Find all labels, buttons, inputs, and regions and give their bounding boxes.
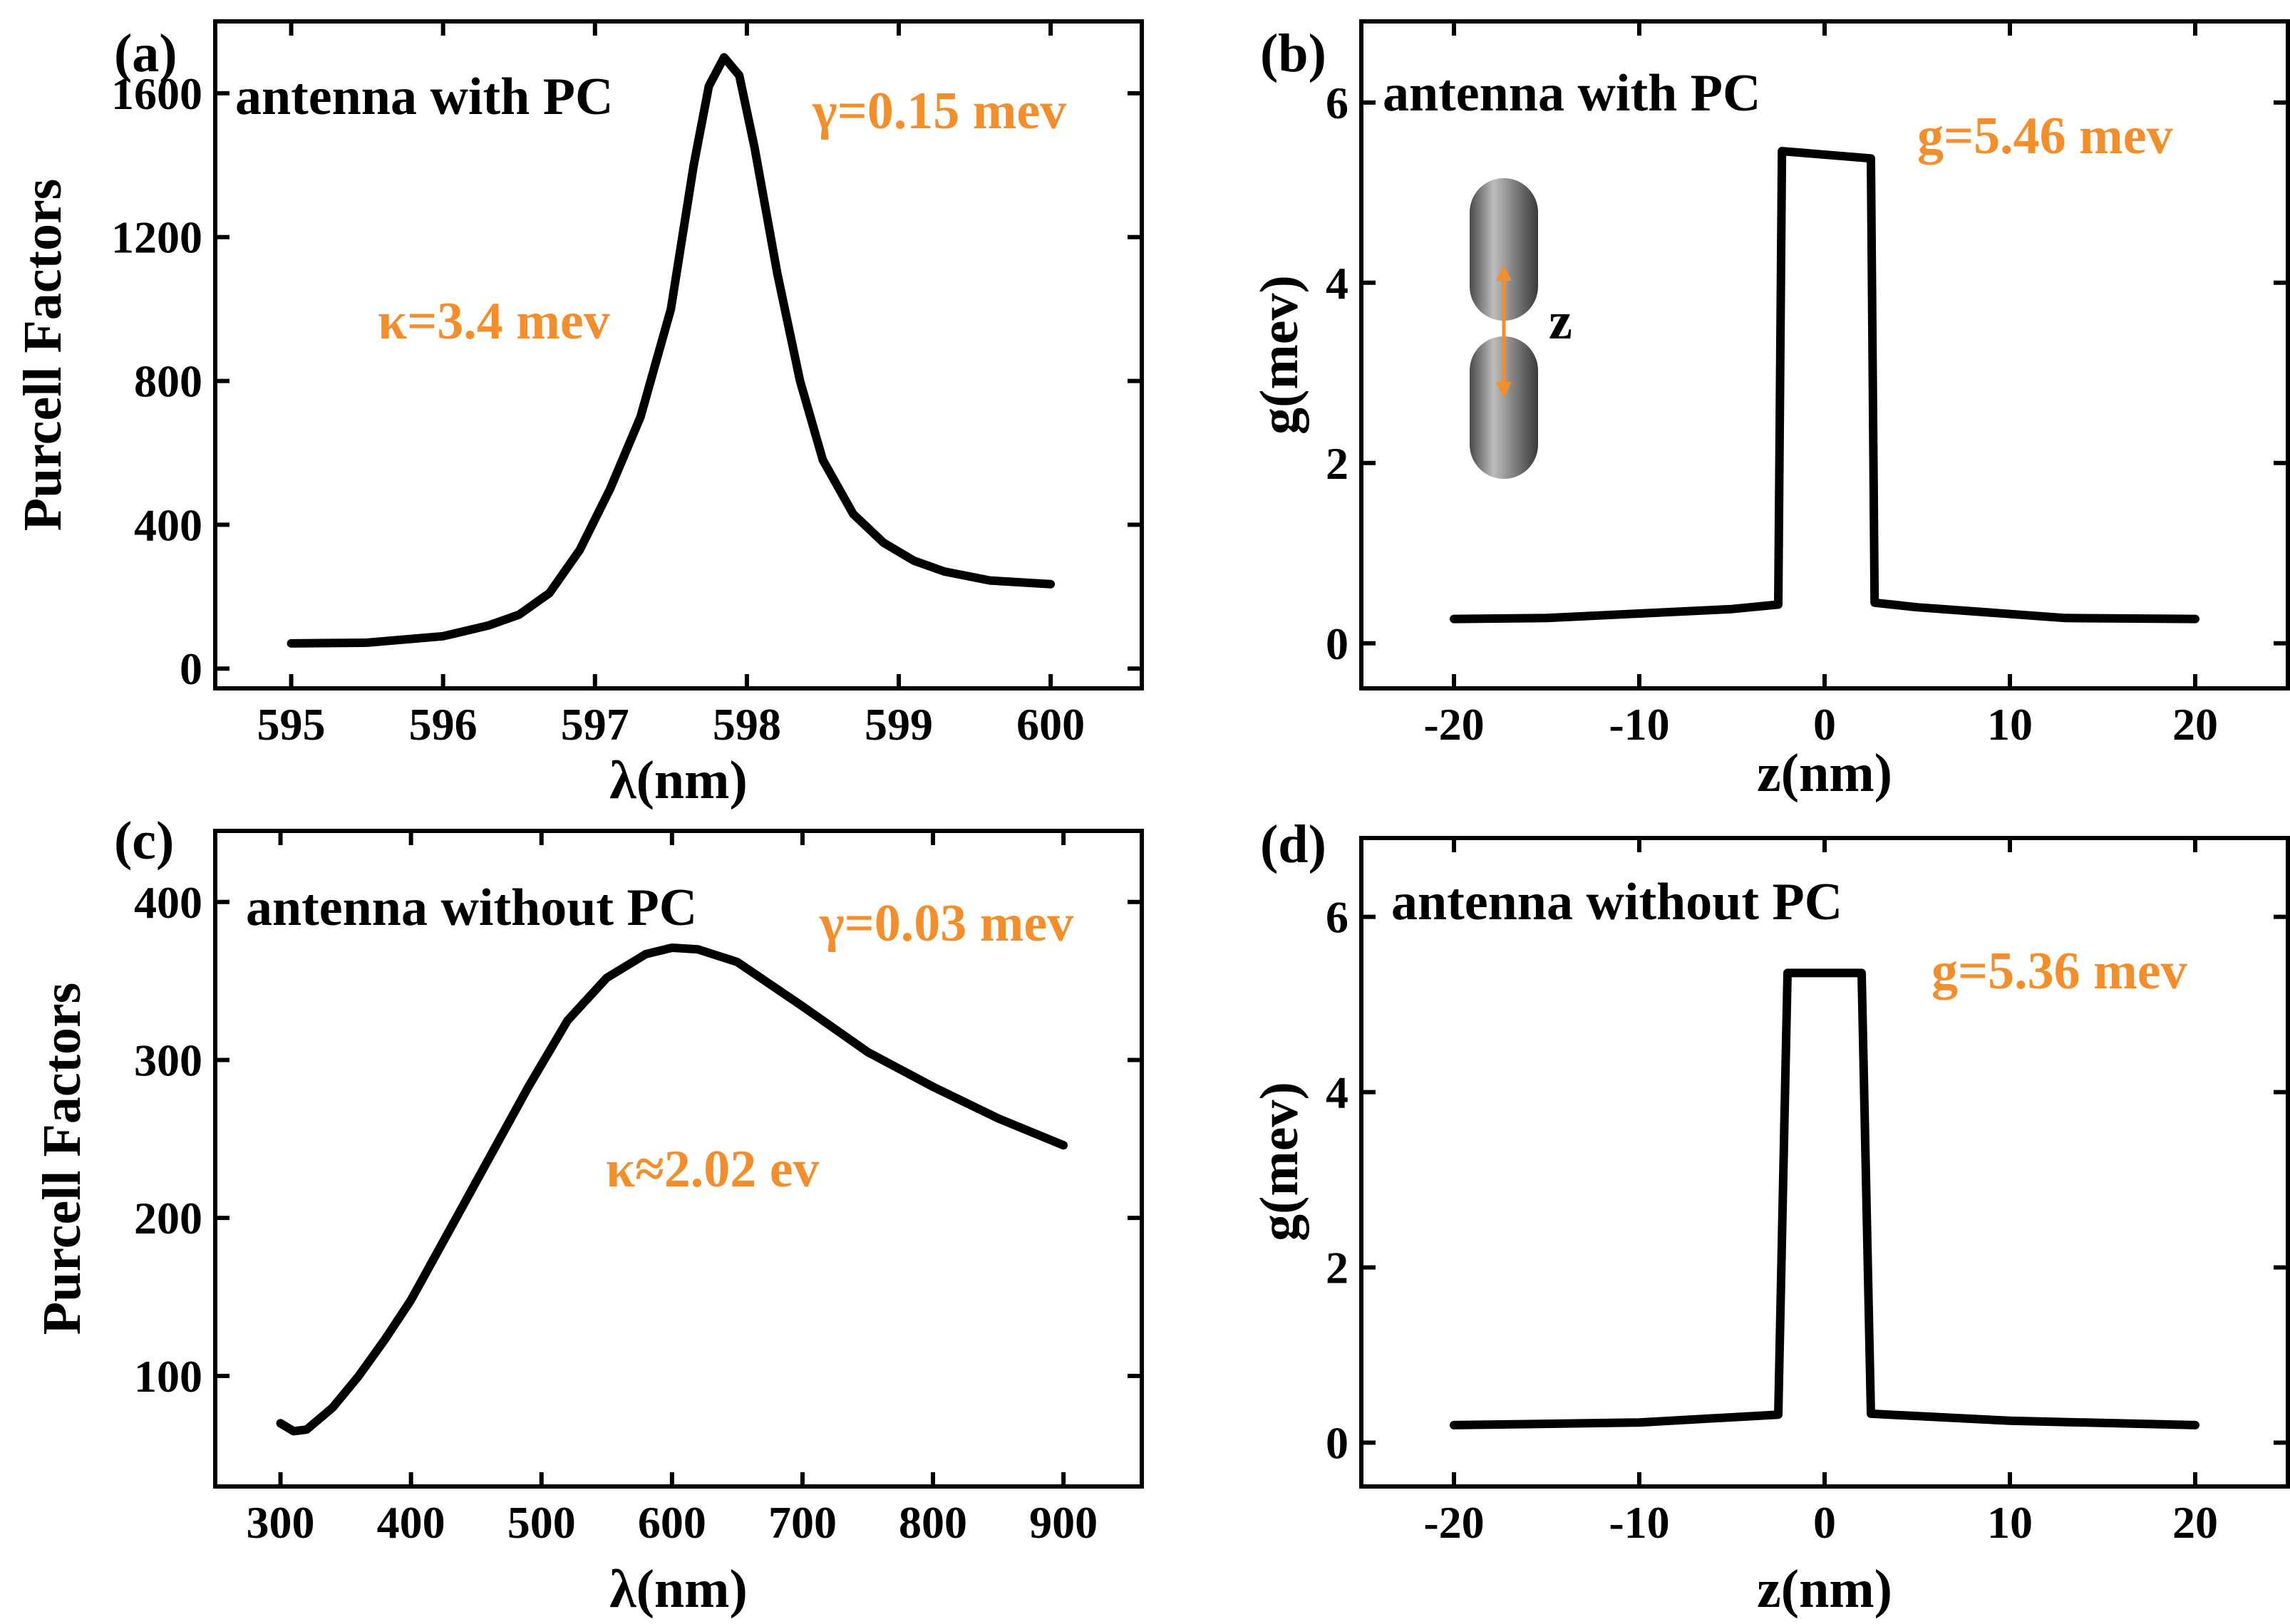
panel-d-y-tick-label: 6 — [1326, 892, 1348, 943]
panel-b-title: antenna with PC — [1383, 64, 1760, 123]
panel-a-frame — [213, 19, 1144, 691]
panel-d-x-axis-label: z(nm) — [1757, 1559, 1892, 1619]
panel-d-x-tick-label: 20 — [2172, 1497, 2218, 1548]
gap-arrow-head-down — [1496, 382, 1512, 398]
panel-d-label: (d) — [1260, 814, 1326, 874]
panel-a-y-tick-label: 1600 — [111, 68, 202, 119]
panel-a-x-tick-label: 595 — [257, 699, 326, 750]
panel-b-y-tick-label: 0 — [1326, 619, 1348, 669]
panel-a-x-axis-label: λ(nm) — [609, 750, 748, 810]
panel-c-x-tick-label: 700 — [768, 1497, 837, 1548]
panel-b-x-tick-label: -10 — [1609, 699, 1669, 750]
panel-b-y-tick-label: 6 — [1326, 78, 1348, 128]
panel-a-y-tick-label: 0 — [180, 643, 202, 694]
panel-c-y-axis-label: Purcell Factors — [32, 983, 92, 1335]
panel-c-title: antenna without PC — [246, 879, 697, 937]
panel-c-x-tick-label: 600 — [638, 1497, 706, 1548]
panel-c-y-tick-label: 100 — [134, 1351, 202, 1402]
panel-c-y-tick-label: 200 — [134, 1193, 202, 1243]
panel-a-y-tick-label: 1200 — [111, 212, 202, 263]
panel-d-title: antenna without PC — [1391, 873, 1842, 931]
panel-b: -20 -10 0 10 20 0 2 4 6 (b) antenna with PC g=5.… — [1249, 19, 2290, 803]
panel-a-gamma-annotation: γ=0.15 mev — [812, 82, 1066, 140]
panel-c-y-tick-label: 300 — [134, 1035, 202, 1085]
panel-b-x-tick-label: 0 — [1813, 699, 1836, 750]
panel-d-y-tick-label: 2 — [1326, 1243, 1348, 1293]
panel-d-y-axis-label: g(mev) — [1249, 1082, 1309, 1241]
panel-a-y-tick-label: 800 — [134, 356, 202, 407]
panel-b-x-tick-label: 20 — [2172, 699, 2218, 750]
panel-a-y-axis-label: Purcell Factors — [13, 179, 73, 532]
panel-d-x-tick-label: 0 — [1813, 1497, 1836, 1548]
panel-c-x-axis-label: λ(nm) — [609, 1559, 748, 1619]
panel-d-frame — [1359, 836, 2290, 1489]
panel-b-x-tick-label: 10 — [1987, 699, 2033, 750]
panel-b-x-axis-label: z(nm) — [1757, 743, 1892, 803]
panel-c-gamma-annotation: γ=0.03 mev — [819, 894, 1073, 953]
panel-b-data-line — [1450, 147, 2199, 624]
panel-a-data-line — [287, 53, 1056, 648]
panel-c-kappa-annotation: κ≈2.02 ev — [606, 1140, 820, 1199]
nanorod-dimer-inset: z — [1470, 178, 1572, 479]
panel-a-x-tick-label: 596 — [409, 699, 478, 750]
panel-a-x-tick-label: 598 — [713, 699, 781, 750]
panel-d-y-tick-label: 4 — [1326, 1067, 1348, 1118]
panel-a-kappa-annotation: κ=3.4 mev — [378, 292, 610, 351]
gap-arrow-head-up — [1496, 265, 1512, 281]
panel-c-x-tick-label: 900 — [1029, 1497, 1098, 1548]
panel-c-label: (c) — [114, 811, 174, 871]
panel-a-y-tick-label: 400 — [134, 500, 202, 550]
lower-nanorod — [1470, 336, 1538, 479]
panel-d-x-tick-label: -10 — [1609, 1497, 1669, 1548]
panel-a-label: (a) — [114, 24, 177, 83]
inset-z-label: z — [1549, 292, 1572, 351]
panel-d: -20 -10 0 10 20 0 2 4 6 (d) antenna without PC g… — [1249, 814, 2290, 1619]
panel-c-x-tick-label: 300 — [247, 1497, 315, 1548]
panel-a-x-tick-label: 597 — [561, 699, 629, 750]
panel-a-x-tick-label: 599 — [865, 699, 933, 750]
panel-c: 300 400 500 600 700 800 900 100 200 300 400 (c) an… — [32, 811, 1144, 1619]
panel-d-data-line — [1450, 968, 2199, 1429]
panel-c-x-tick-label: 800 — [899, 1497, 967, 1548]
panel-a-title: antenna with PC — [235, 68, 613, 126]
panel-b-g-annotation: g=5.46 mev — [1917, 107, 2173, 165]
panel-d-x-tick-label: 10 — [1987, 1497, 2033, 1548]
panel-c-frame — [213, 829, 1144, 1489]
panel-b-y-tick-label: 4 — [1326, 258, 1348, 309]
panel-b-y-tick-label: 2 — [1326, 438, 1348, 489]
panel-d-g-annotation: g=5.36 mev — [1931, 942, 2187, 1000]
panel-c-x-tick-label: 500 — [507, 1497, 576, 1548]
panel-a-x-tick-label: 600 — [1016, 699, 1085, 750]
panel-c-data-line — [276, 943, 1068, 1436]
panel-b-label: (b) — [1260, 24, 1326, 83]
panel-b-x-tick-label: -20 — [1423, 699, 1484, 750]
panel-a: 595 596 597 598 599 600 0 400 800 1200 1600 (a) an… — [13, 19, 1144, 810]
panel-c-y-tick-label: 400 — [134, 877, 202, 928]
panel-c-x-tick-label: 400 — [377, 1497, 445, 1548]
panel-d-x-tick-label: -20 — [1423, 1497, 1484, 1548]
upper-nanorod — [1470, 178, 1538, 321]
panel-d-y-tick-label: 0 — [1326, 1418, 1348, 1469]
panel-b-y-axis-label: g(mev) — [1249, 275, 1309, 435]
